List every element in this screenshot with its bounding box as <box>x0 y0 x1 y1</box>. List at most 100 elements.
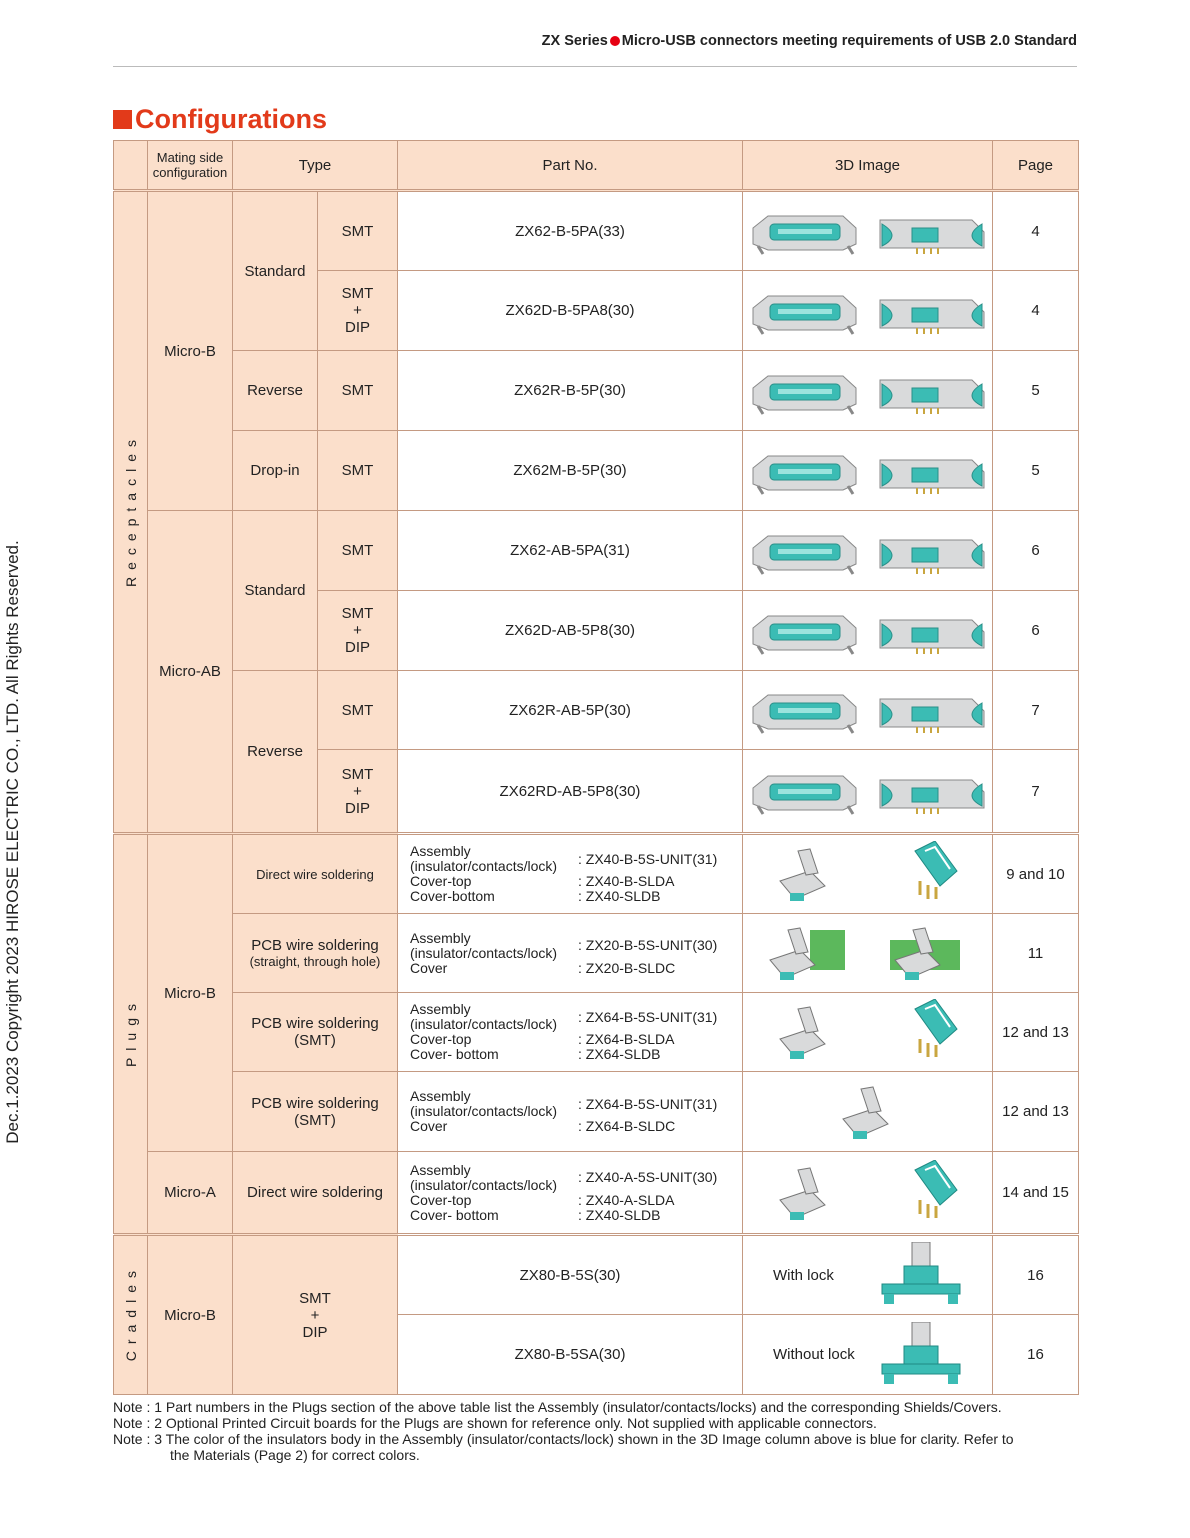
col-mating: Mating side configuration <box>147 140 233 191</box>
receptacle-image <box>751 614 858 655</box>
pcb-hole-label-2: (straight, through hole) <box>249 954 381 969</box>
assembly-label-2: (insulator/contacts/lock) <box>410 1176 558 1193</box>
cover-bottom-label: Cover-bottom <box>410 888 495 904</box>
assembly-label-2: (insulator/contacts/lock) <box>410 1016 558 1032</box>
group-receptacles-label: Receptacles <box>122 432 139 588</box>
pcb-smt-label-1: PCB wire soldering <box>251 1015 379 1032</box>
receptacle-image <box>879 458 986 495</box>
part-no: ZX62D-B-5PA8(30) <box>397 270 743 351</box>
cover-bottom-label: Cover- bottom <box>410 1206 499 1223</box>
mount-dip-label: DIP <box>344 639 370 656</box>
receptacle-image <box>751 693 858 735</box>
type-direct-wire: Direct wire soldering <box>232 1151 398 1235</box>
image-cell <box>742 510 993 591</box>
cover-top-label: Cover-top <box>410 873 472 889</box>
mount-smt: SMT <box>317 189 398 271</box>
red-dot-icon <box>609 36 620 46</box>
assembly-label: Assembly (insulator/contacts/lock) <box>410 1089 578 1119</box>
cover-top-part: : ZX40-A-SLDA <box>578 1191 675 1208</box>
image-cell: With lock <box>742 1233 993 1315</box>
plug-image <box>779 1167 826 1220</box>
page-no: 16 <box>992 1233 1079 1315</box>
assembly-list: Assembly (insulator/contacts/lock) : ZX40… <box>398 844 742 904</box>
table-row: Micro-A Direct wire soldering Assembly (i… <box>114 1151 1079 1235</box>
section-title-text: Configurations <box>135 104 327 134</box>
note-1: Note : 1 Part numbers in the Plugs secti… <box>113 1399 1002 1415</box>
mount-smt: SMT <box>317 430 398 511</box>
receptacle-image <box>751 294 858 335</box>
series-label: ZX Series <box>541 33 608 49</box>
image-cell: Without lock <box>742 1314 993 1395</box>
page-no: 12 and 13 <box>992 992 1079 1072</box>
configurations-table: Mating side configuration Type Part No. … <box>113 140 1079 1395</box>
plug-image <box>913 1159 959 1219</box>
cover-bottom-label: Cover- bottom <box>410 1046 499 1062</box>
col-type: Type <box>232 140 398 191</box>
page-no: 4 <box>992 189 1079 271</box>
table-row: Receptacles Micro-B Standard SMT ZX62-B-… <box>113 189 1079 834</box>
mount-smt-dip: SMT + DIP <box>232 1233 398 1395</box>
part-no: Assembly (insulator/contacts/lock) : ZX20… <box>397 913 743 993</box>
table-row: SMT + DIP ZX62RD-AB-5P8(30) 7 <box>114 749 1079 834</box>
assembly-label: Assembly (insulator/contacts/lock) <box>410 844 578 874</box>
plug-image <box>889 927 960 981</box>
mount-smt-label: SMT <box>341 765 374 783</box>
receptacle-image <box>879 378 986 415</box>
note-3: Note : 3 The color of the insulators bod… <box>113 1431 1014 1447</box>
table-row: ZX80-B-5SA(30) Without lock 16 <box>114 1314 1079 1395</box>
type-direct-wire: Direct wire soldering <box>232 832 398 914</box>
receptacle-image <box>751 374 858 415</box>
cover-bottom-part: : ZX40-SLDB <box>578 888 661 904</box>
plug-image <box>769 927 846 981</box>
image-cell <box>742 350 993 431</box>
page-no: 14 and 15 <box>992 1151 1079 1235</box>
mount-smt-dip: SMT + DIP <box>317 270 398 351</box>
mount-dip-label: DIP <box>344 319 370 336</box>
part-no: Assembly (insulator/contacts/lock) : ZX40… <box>397 832 743 914</box>
page-no: 11 <box>992 913 1079 993</box>
assembly-label: Assembly (insulator/contacts/lock) <box>410 1002 578 1032</box>
cradle-image <box>881 1242 961 1305</box>
mount-plus-label: + <box>353 302 362 319</box>
mount-smt-label: SMT <box>341 605 374 622</box>
image-cell <box>742 430 993 511</box>
group-receptacles: Receptacles <box>113 189 148 834</box>
assembly-list: Assembly (insulator/contacts/lock) : ZX40… <box>398 1162 742 1223</box>
page-no: 7 <box>992 749 1079 834</box>
cover-bottom-part: : ZX40-SLDB <box>578 1206 661 1223</box>
mount-smt-label: SMT <box>341 285 374 302</box>
mount-plus-label: + <box>353 622 362 639</box>
part-no: Assembly (insulator/contacts/lock) : ZX64… <box>397 992 743 1072</box>
notes: Note : 1 Part numbers in the Plugs secti… <box>113 1399 1078 1463</box>
without-lock-label: Without lock <box>773 1346 855 1363</box>
group-plugs-label: Plugs <box>122 996 139 1068</box>
image-cell <box>742 1151 993 1235</box>
cover-label: Cover <box>410 1118 448 1134</box>
page-no: 6 <box>992 510 1079 591</box>
group-cradles-label: Cradles <box>122 1264 139 1362</box>
table-row: Plugs Micro-B Direct wire soldering Asse… <box>113 832 1079 1235</box>
cover-top-label: Cover-top <box>410 1031 472 1047</box>
assembly-label: Assembly (insulator/contacts/lock) <box>410 930 578 961</box>
part-no: ZX62-AB-5PA(31) <box>397 510 743 591</box>
plug-image <box>779 1006 826 1060</box>
assembly-label-1: Assembly <box>410 1088 471 1104</box>
part-no: ZX62R-AB-5P(30) <box>397 670 743 750</box>
mount-dip-label: DIP <box>302 1323 328 1341</box>
type-reverse: Reverse <box>232 350 318 431</box>
assembly-part: : ZX20-B-5S-UNIT(30) <box>578 937 718 953</box>
part-no: Assembly (insulator/contacts/lock) : ZX40… <box>397 1151 743 1235</box>
table-row: Cradles Micro-B SMT + DIP ZX80-B-5S(30) Wi… <box>113 1233 1079 1395</box>
table-row: SMT + DIP ZX62D-B-5PA8(30) 4 <box>114 270 1079 351</box>
page-no: 6 <box>992 590 1079 671</box>
note-3-cont: the Materials (Page 2) for correct color… <box>170 1447 420 1463</box>
receptacle-image <box>751 214 858 256</box>
mount-plus-label: + <box>353 782 362 800</box>
section-title: Configurations <box>113 104 327 135</box>
assembly-label-2: (insulator/contacts/lock) <box>410 858 558 874</box>
receptacle-image <box>879 698 986 734</box>
col-part: Part No. <box>397 140 743 191</box>
image-cell <box>742 670 993 750</box>
corner-cell <box>113 140 148 191</box>
cover-top-label: Cover-top <box>410 1191 472 1208</box>
